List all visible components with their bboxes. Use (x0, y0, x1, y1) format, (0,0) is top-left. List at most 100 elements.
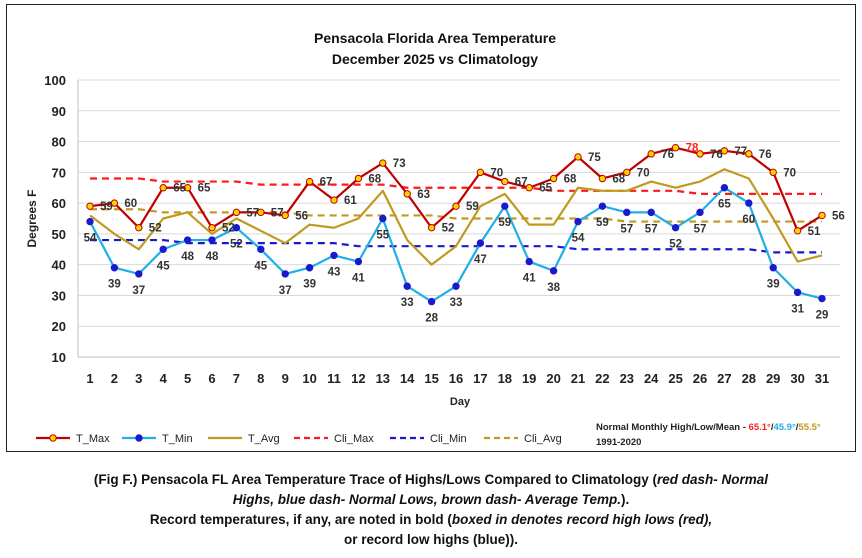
x-tick-label: 28 (742, 371, 756, 386)
tmin-data-label: 39 (108, 279, 121, 291)
tmax-point (549, 174, 558, 183)
x-tick-label: 14 (400, 371, 415, 386)
tmax-point (574, 153, 582, 161)
x-tick-label: 22 (595, 371, 609, 386)
y-tick-label: 20 (52, 319, 66, 334)
legend-label: T_Max (76, 433, 110, 445)
chart-title: Pensacola Florida Area Temperature (314, 30, 556, 46)
tmax-point (769, 168, 777, 177)
caption-line-4: or record low highs (blue)). (0, 530, 862, 550)
normals-note-part: 55.5° (798, 422, 820, 433)
tmin-point (598, 202, 607, 210)
tmax-data-label: 60 (124, 198, 137, 210)
tmin-point (135, 270, 143, 278)
tmax-data-label: 52 (222, 223, 235, 235)
tmax-point (281, 211, 289, 220)
x-tick-label: 9 (282, 371, 289, 386)
x-tick-label: 19 (522, 371, 536, 386)
tmin-data-label: 59 (596, 217, 609, 229)
legend-label: Cli_Min (430, 433, 467, 445)
caption-text: ). (509, 532, 518, 547)
tmin-point (257, 245, 265, 253)
tmin-data-label: 52 (230, 239, 243, 251)
y-tick-label: 40 (52, 258, 66, 273)
caption-text: or record low highs (blue) (343, 532, 510, 547)
tmin-data-label: 37 (279, 285, 292, 297)
tmin-data-label: 31 (791, 303, 804, 315)
tmin-data-label: 39 (767, 279, 780, 291)
x-tick-label: 18 (498, 371, 512, 386)
tmax-point (452, 202, 460, 210)
series-line-t-avg (89, 168, 823, 266)
legend-label: Cli_Max (334, 433, 374, 445)
tmin-data-label: 37 (132, 285, 145, 297)
tmax-data-label: 57 (246, 207, 259, 219)
tmin-data-label: 57 (620, 223, 633, 235)
tmin-point (769, 264, 777, 272)
tmax-point (793, 227, 802, 235)
x-tick-label: 25 (668, 371, 682, 386)
x-tick-label: 13 (376, 371, 390, 386)
tmin-point (745, 199, 753, 207)
y-axis-label: Degrees F (25, 189, 39, 247)
normals-period: 1991-2020 (596, 437, 641, 448)
tmax-data-label: 61 (344, 195, 357, 207)
tmax-data-label: 67 (320, 177, 333, 189)
tmax-data-label: 65 (539, 183, 552, 195)
tmin-data-label: 57 (694, 223, 707, 235)
tmin-point (330, 251, 338, 260)
tmax-data-label: 68 (368, 173, 381, 185)
y-tick-label: 70 (52, 165, 66, 180)
tmax-point (696, 150, 704, 158)
legend-label: T_Min (162, 433, 193, 445)
tmin-data-label: 38 (547, 282, 560, 294)
normals-note: Normal Monthly High/Low/Mean - 65.1°/45.… (596, 422, 821, 433)
normals-note-part: / (796, 422, 799, 433)
tmin-point (476, 239, 485, 247)
tmin-data-label: 43 (328, 266, 341, 278)
tmin-data-label: 29 (816, 310, 829, 322)
tmin-data-label: 54 (572, 233, 585, 245)
tmin-point (574, 217, 582, 226)
normals-note-part: / (771, 422, 774, 433)
x-tick-label: 2 (111, 371, 118, 386)
tmax-point (110, 199, 119, 207)
x-tick-label: 23 (620, 371, 634, 386)
tmin-point (305, 264, 314, 272)
y-tick-label: 60 (52, 196, 66, 211)
series-line-cli-avg (90, 208, 822, 223)
figure-caption: (Fig F.) Pensacola FL Area Temperature T… (0, 470, 862, 550)
tmin-data-label: 33 (401, 297, 414, 309)
tmin-data-label: 55 (376, 230, 389, 242)
tmax-point (720, 147, 729, 155)
tmin-point (623, 208, 631, 217)
tmax-point (818, 211, 826, 220)
tmin-point (86, 217, 94, 226)
tmax-data-label: 75 (588, 152, 601, 164)
caption-italic: boxed in denotes record high lows (red), (451, 512, 713, 527)
caption-italic: Highs, blue dash- Normal Lows, brown das… (232, 492, 622, 507)
tmax-data-label: 51 (808, 226, 821, 238)
tmin-data-label: 45 (254, 260, 267, 272)
tmax-point (135, 224, 143, 232)
tmin-point (110, 264, 119, 272)
tmin-data-label: 54 (84, 233, 97, 245)
x-tick-label: 24 (644, 371, 659, 386)
x-tick-label: 7 (233, 371, 240, 386)
tmax-point (745, 150, 753, 158)
tmin-data-label: 65 (718, 199, 731, 211)
tmax-point (598, 174, 607, 183)
tmax-point (159, 184, 167, 192)
tmin-data-label: 48 (206, 251, 219, 263)
y-tick-label: 100 (44, 73, 66, 88)
tmax-point (232, 208, 241, 217)
caption-text: (Fig F.) Pensacola FL Area Temperature T… (93, 472, 658, 487)
tmax-point (403, 190, 411, 198)
tmax-data-label: 76 (661, 149, 674, 161)
tmax-point (305, 177, 314, 186)
tmin-data-label: 33 (450, 297, 463, 309)
tmin-data-label: 48 (181, 251, 194, 263)
x-tick-label: 30 (790, 371, 804, 386)
tmin-point (696, 208, 704, 217)
